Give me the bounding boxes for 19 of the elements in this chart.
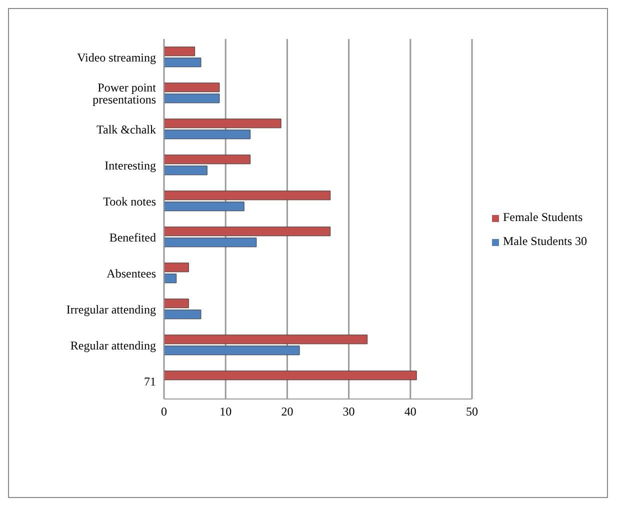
y-tick-label: Talk &chalk [96,122,156,136]
y-tick-label: Absentees [106,266,156,280]
legend-label: Male Students 30 [503,234,587,248]
y-tick-label: Video streaming [77,50,156,64]
y-tick-label: Irregular attending [66,302,156,316]
x-tick-label: 10 [220,404,232,419]
y-tick-label: Took notes [103,194,156,208]
x-tick-label: 40 [404,404,416,419]
x-tick-label: 50 [466,404,478,419]
legend-label: Female Students [503,210,583,224]
y-tick-label: 71 [144,374,156,388]
bar [164,370,417,380]
y-tick-label: Interesting [104,158,156,172]
y-tick-label: Power point presentations [92,80,157,106]
x-tick-label: 0 [161,404,167,419]
x-tick-label: 20 [281,404,294,419]
y-tick-label: Benefited [109,230,156,244]
x-tick-label: 30 [342,404,355,419]
y-tick-label: Regular attending [70,338,156,352]
